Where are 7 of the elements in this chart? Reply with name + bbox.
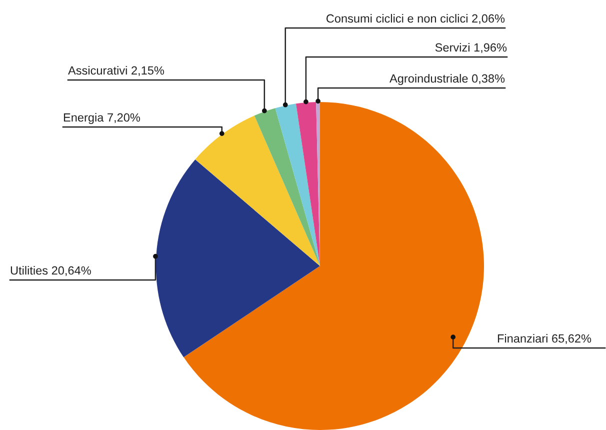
slice-label: Utilities 20,64% bbox=[10, 266, 91, 276]
slice-label: Consumi ciclici e non ciclici 2,06% bbox=[326, 14, 505, 24]
slice-label: Finanziari 65,62% bbox=[498, 334, 592, 344]
slice-label: Energia 7,20% bbox=[64, 112, 140, 124]
slice-label: Servizi 1,96% bbox=[435, 42, 507, 54]
slice-label: Agroindustriale 0,38% bbox=[390, 74, 505, 85]
slice-label: Assicurativi 2,15% bbox=[68, 66, 164, 76]
